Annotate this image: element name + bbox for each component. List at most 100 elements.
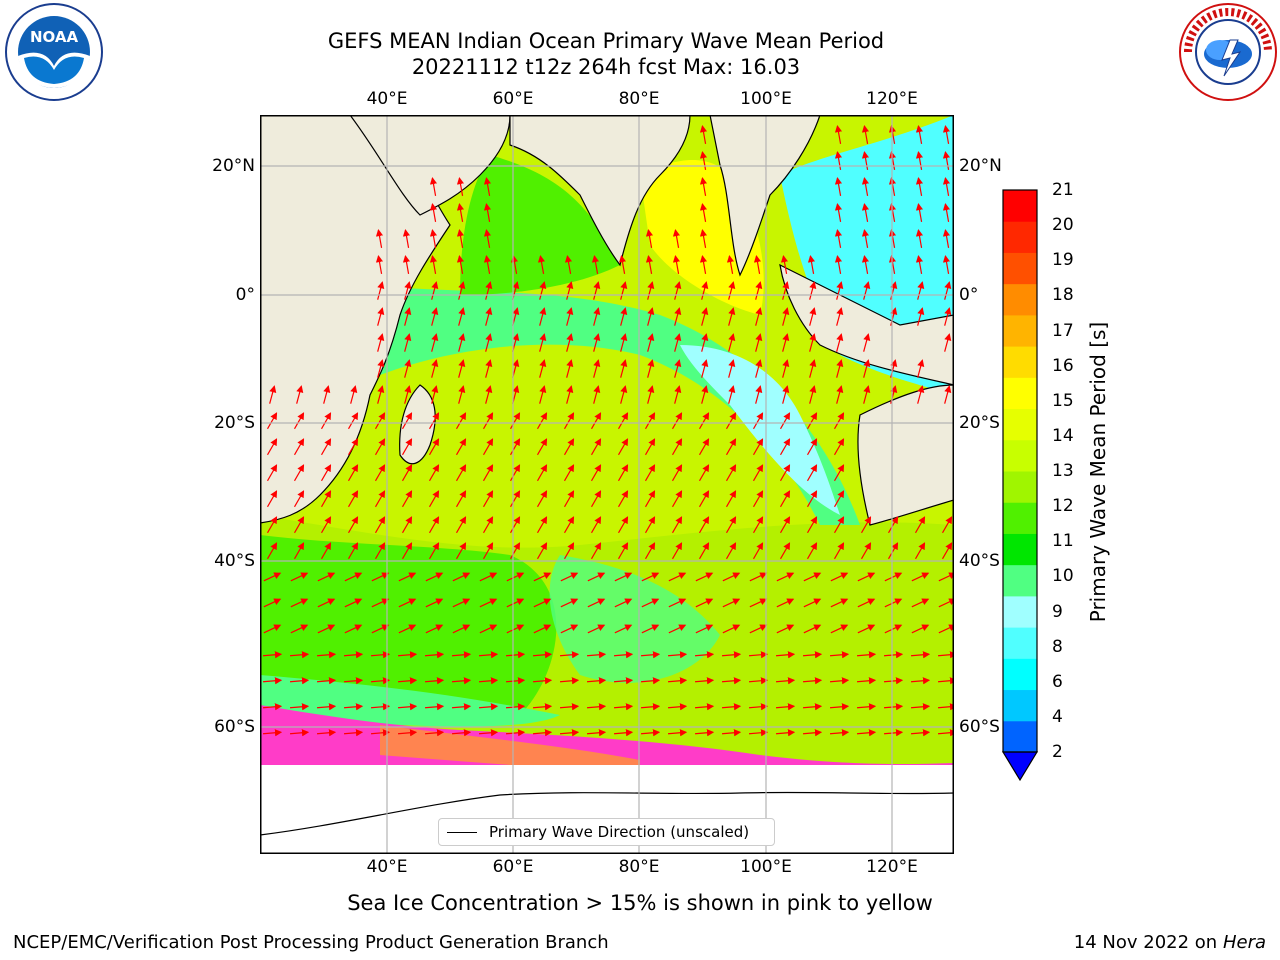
- colorbar-label: Primary Wave Mean Period [s]: [1086, 321, 1110, 623]
- colorbar-segment: [1003, 377, 1037, 410]
- wave-arrow: [836, 385, 844, 404]
- wave-arrow: [748, 729, 769, 737]
- wave-arrow: [856, 651, 877, 659]
- wave-arrow: [883, 729, 904, 737]
- wave-arrow: [509, 438, 521, 456]
- wave-arrow: [398, 624, 417, 634]
- wave-arrow: [721, 703, 742, 711]
- wave-arrow: [617, 516, 629, 534]
- wave-arrow: [344, 624, 363, 634]
- wave-arrow: [725, 542, 737, 560]
- wave-arrow: [560, 598, 579, 608]
- wave-arrow: [668, 598, 687, 608]
- wave-arrow: [293, 490, 305, 508]
- wave-arrow: [779, 412, 791, 430]
- wave-arrow: [749, 598, 768, 608]
- map-panel[interactable]: [260, 115, 954, 854]
- wave-arrow: [371, 598, 390, 608]
- wave-arrow: [802, 703, 823, 711]
- wave-arrow: [563, 438, 575, 456]
- wave-arrow: [455, 490, 467, 508]
- wave-arrow: [559, 703, 580, 711]
- wave-arrow: [424, 677, 445, 685]
- wave-arrow: [640, 729, 661, 737]
- wave-arrow: [938, 572, 954, 582]
- wave-arrow: [431, 281, 439, 300]
- wave-arrow: [428, 516, 440, 534]
- wave-arrow: [428, 542, 440, 560]
- wave-arrow: [860, 542, 872, 560]
- wave-arrow: [536, 542, 548, 560]
- australia-land: [857, 384, 954, 526]
- wave-arrow: [536, 516, 548, 534]
- wave-arrow: [539, 359, 547, 378]
- wave-arrow: [290, 598, 309, 608]
- wave-arrow: [776, 572, 795, 582]
- wave-arrow: [347, 516, 359, 534]
- wave-arrow: [401, 490, 413, 508]
- wave-arrow: [861, 176, 870, 196]
- wave-arrow: [370, 651, 391, 659]
- wave-arrow: [699, 202, 708, 222]
- colorbar-tick-label: 14: [1052, 425, 1074, 446]
- wave-arrow: [347, 542, 359, 560]
- wave-arrow: [320, 412, 332, 430]
- wave-arrow: [402, 228, 411, 248]
- colorbar-tick-label: 18: [1052, 285, 1074, 306]
- wave-arrow: [614, 572, 633, 582]
- wave-arrow: [641, 598, 660, 608]
- wave-arrow: [856, 703, 877, 711]
- wave-arrow: [887, 542, 899, 560]
- antarctica-coast: [260, 791, 954, 836]
- colorbar-tick-label: 2: [1052, 742, 1063, 762]
- wave-arrow: [263, 624, 282, 634]
- wave-arrow: [694, 651, 715, 659]
- wave-arrow: [779, 516, 791, 534]
- wave-arrow: [401, 438, 413, 456]
- wave-arrow: [374, 464, 386, 482]
- wave-arrow: [455, 516, 467, 534]
- wave-arrow: [640, 677, 661, 685]
- wave-arrow: [320, 542, 332, 560]
- lon-tick-top-40e: 40°E: [366, 89, 408, 109]
- wave-arrow: [698, 490, 710, 508]
- wave-arrow: [289, 729, 310, 737]
- wave-arrow: [911, 598, 930, 608]
- wave-arrow: [424, 703, 445, 711]
- wave-arrow: [699, 228, 708, 248]
- wave-arrow: [647, 333, 655, 352]
- wave-arrow: [485, 333, 493, 352]
- lat-tick-left-20s: 20°S: [214, 413, 255, 433]
- wave-arrow: [915, 228, 924, 248]
- wave-arrow: [509, 490, 521, 508]
- wave-arrow: [701, 307, 709, 326]
- wave-arrow: [347, 490, 359, 508]
- wave-arrow: [942, 202, 951, 222]
- wave-arrow: [806, 464, 818, 482]
- wave-arrow: [694, 677, 715, 685]
- wave-arrow: [672, 254, 681, 274]
- wave-arrow: [532, 729, 553, 737]
- wave-arrow: [617, 412, 629, 430]
- wave-arrow: [458, 359, 466, 378]
- wave-arrow: [829, 703, 850, 711]
- southern-green-strip: [260, 675, 560, 727]
- wave-arrow: [263, 572, 282, 582]
- map-legend: Primary Wave Direction (unscaled): [438, 818, 775, 846]
- wave-arrow: [644, 438, 656, 456]
- wave-arrow: [293, 412, 305, 430]
- wave-arrow: [833, 490, 845, 508]
- wave-arrow: [728, 333, 736, 352]
- wave-arrow: [944, 307, 952, 326]
- wave-arrow: [910, 677, 931, 685]
- wave-arrow: [614, 624, 633, 634]
- wave-arrow: [644, 516, 656, 534]
- wave-arrow: [617, 490, 629, 508]
- wave-arrow: [883, 703, 904, 711]
- colorbar-segment: [1003, 439, 1037, 472]
- wave-arrow: [749, 572, 768, 582]
- wave-arrow: [836, 281, 844, 300]
- wave-arrow: [458, 281, 466, 300]
- wave-arrow: [833, 516, 845, 534]
- wave-arrow: [563, 464, 575, 482]
